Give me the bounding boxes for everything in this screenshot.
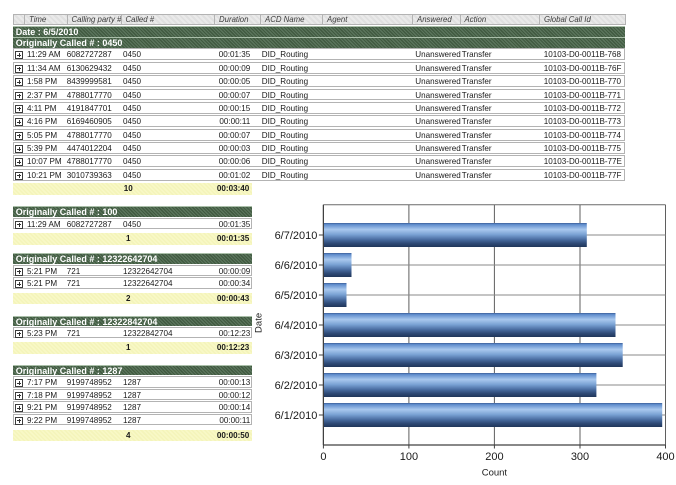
svg-text:6/5/2010: 6/5/2010: [275, 290, 318, 302]
svg-text:6/7/2010: 6/7/2010: [275, 230, 318, 242]
svg-text:6/6/2010: 6/6/2010: [275, 260, 318, 272]
svg-text:300: 300: [571, 451, 589, 463]
svg-text:6/1/2010: 6/1/2010: [275, 410, 318, 422]
svg-text:6/3/2010: 6/3/2010: [275, 350, 318, 362]
svg-text:200: 200: [485, 451, 503, 463]
svg-text:100: 100: [400, 451, 418, 463]
svg-text:Count: Count: [482, 468, 508, 479]
svg-text:0: 0: [320, 451, 326, 463]
svg-text:Date: Date: [254, 313, 265, 333]
svg-text:6/2/2010: 6/2/2010: [275, 380, 318, 392]
svg-text:6/4/2010: 6/4/2010: [275, 320, 318, 332]
svg-text:400: 400: [656, 451, 674, 463]
